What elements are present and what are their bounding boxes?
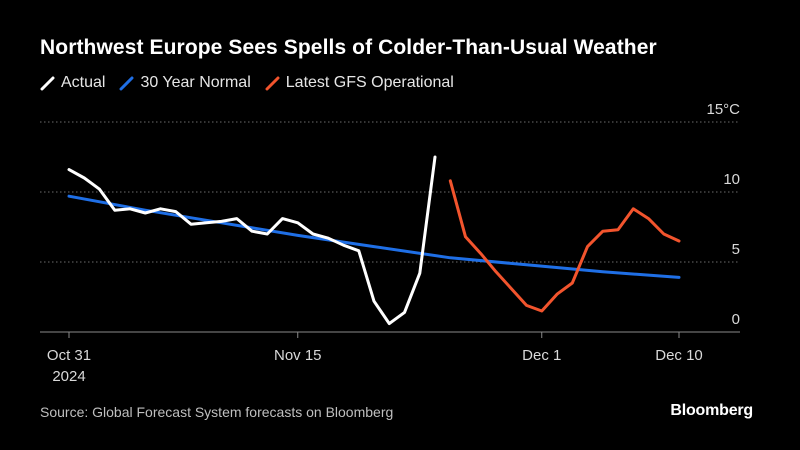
- legend-item-gfs: Latest GFS Operational: [265, 74, 454, 92]
- legend-item-actual: Actual: [40, 74, 105, 92]
- y-tick-label: 5: [732, 241, 740, 258]
- y-tick-label: 15°C: [706, 101, 740, 118]
- legend-swatch-normal-icon: [119, 76, 134, 91]
- x-tick-label: Dec 1: [522, 347, 561, 364]
- legend-swatch-actual-icon: [40, 76, 55, 91]
- y-tick-label: 10: [723, 171, 740, 188]
- legend-label-normal: 30 Year Normal: [140, 74, 251, 91]
- y-tick-label: 0: [732, 311, 740, 328]
- bloomberg-logo: Bloomberg: [670, 402, 753, 419]
- series-line-actual: [67, 155, 437, 326]
- x-tick-label: Oct 31: [47, 347, 91, 364]
- source-note: Source: Global Forecast System forecasts…: [40, 404, 394, 420]
- legend-item-normal: 30 Year Normal: [119, 74, 251, 92]
- chart-title: Northwest Europe Sees Spells of Colder-T…: [40, 36, 657, 59]
- legend: Actual 30 Year Normal Latest GFS Operati…: [40, 74, 468, 92]
- legend-label-actual: Actual: [61, 74, 106, 91]
- legend-swatch-gfs-icon: [265, 76, 280, 91]
- x-tick-label: Nov 15: [274, 347, 322, 364]
- legend-label-gfs: Latest GFS Operational: [285, 74, 454, 91]
- x-tick-label: Dec 10: [655, 347, 703, 364]
- x-tick-sublabel: 2024: [52, 368, 85, 385]
- series-line-gfs: [448, 179, 681, 313]
